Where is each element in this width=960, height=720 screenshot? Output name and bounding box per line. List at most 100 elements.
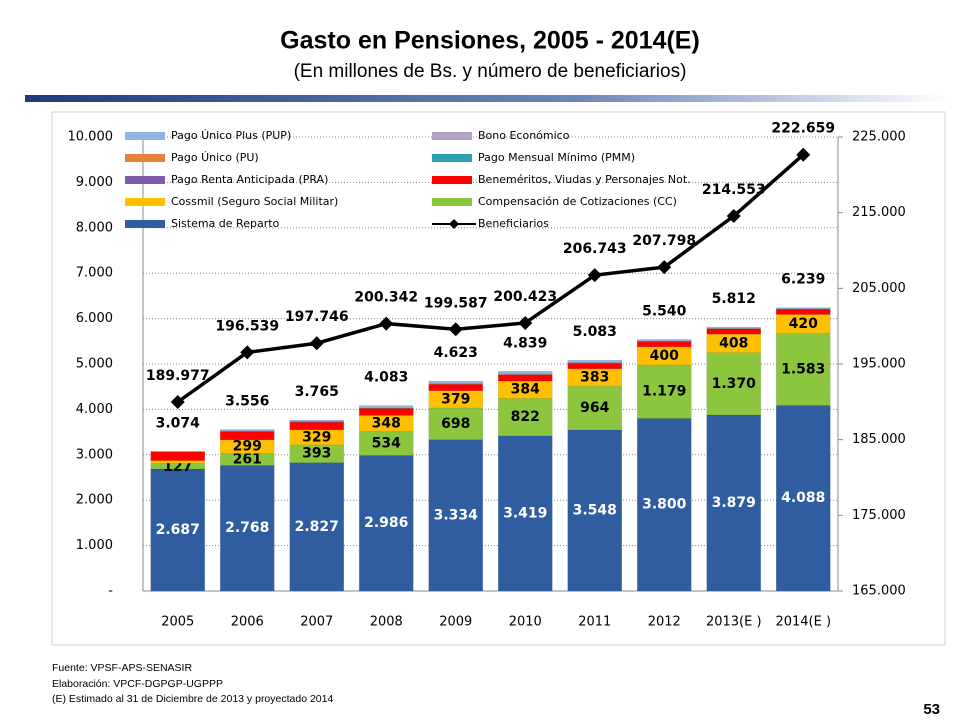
line-value-label: 207.798 bbox=[632, 233, 696, 249]
value-label: 299 bbox=[233, 439, 262, 455]
value-label: 4.088 bbox=[781, 490, 825, 506]
footer-prepared: Elaboración: VPCF-DGPGP-UGPPP bbox=[52, 678, 223, 690]
bar-segment bbox=[359, 430, 414, 456]
bar-segment bbox=[776, 333, 831, 406]
bar-segment bbox=[220, 429, 275, 432]
chart-title: Gasto en Pensiones, 2005 - 2014(E) bbox=[280, 27, 700, 55]
y2-tick-label: 225.000 bbox=[852, 130, 906, 145]
legend-label: Sistema de Reparto bbox=[171, 217, 280, 230]
y-tick-label: 1.000 bbox=[76, 538, 113, 553]
bar-segment bbox=[567, 359, 622, 363]
bar-segment bbox=[428, 439, 483, 592]
value-label: 2.986 bbox=[364, 515, 408, 531]
bar-segment bbox=[706, 414, 761, 592]
x-tick-label: 2010 bbox=[509, 615, 542, 630]
total-label: 3.074 bbox=[156, 415, 201, 431]
legend-swatch bbox=[125, 220, 165, 228]
bar-segment bbox=[637, 418, 692, 592]
y2-tick-label: 175.000 bbox=[852, 508, 906, 523]
total-label: 5.083 bbox=[573, 324, 617, 340]
value-label: 261 bbox=[233, 451, 262, 467]
bar-segment bbox=[498, 371, 553, 375]
total-label: 3.765 bbox=[295, 384, 339, 400]
value-label: 420 bbox=[789, 316, 818, 332]
bar-segment bbox=[428, 384, 483, 391]
bar-segment bbox=[498, 435, 553, 592]
bar-segment bbox=[150, 451, 205, 461]
y2-tick-label: 215.000 bbox=[852, 205, 906, 220]
bar-segment bbox=[637, 341, 692, 348]
footer-source: Fuente: VPSF-APS-SENASIR bbox=[52, 662, 192, 674]
bar-segment bbox=[706, 326, 761, 329]
line-marker bbox=[726, 209, 741, 224]
x-tick-label: 2006 bbox=[231, 615, 264, 630]
bar-segment bbox=[706, 352, 761, 416]
value-label: 3.419 bbox=[503, 505, 547, 521]
bar-segment bbox=[776, 308, 831, 315]
value-label: 393 bbox=[302, 446, 331, 462]
line-value-label: 222.659 bbox=[771, 121, 835, 137]
line-marker bbox=[170, 395, 185, 410]
line-value-label: 206.743 bbox=[563, 241, 627, 257]
legend-label: Beneméritos, Viudas y Personajes Not. bbox=[478, 173, 691, 186]
y2-tick-label: 205.000 bbox=[852, 281, 906, 296]
legend-label: Pago Único (PU) bbox=[171, 151, 259, 164]
total-label: 5.812 bbox=[712, 291, 756, 307]
bar-segment bbox=[567, 363, 622, 370]
bar-segment bbox=[220, 439, 275, 454]
legend-swatch bbox=[125, 132, 165, 140]
y2-tick-label: 185.000 bbox=[852, 432, 906, 447]
legend-label: Compensación de Cotizaciones (CC) bbox=[478, 195, 677, 208]
line-value-label: 189.977 bbox=[146, 368, 210, 384]
y-tick-label: - bbox=[108, 584, 113, 599]
y2-tick-label: 195.000 bbox=[852, 357, 906, 372]
y-tick-label: 4.000 bbox=[76, 402, 113, 417]
value-label: 1.583 bbox=[781, 361, 825, 377]
bar-segment bbox=[150, 468, 205, 592]
line bbox=[176, 153, 805, 404]
legend-swatch bbox=[432, 198, 472, 206]
legend-label: Pago Mensual Mínimo (PMM) bbox=[478, 151, 635, 164]
x-tick-label: 2008 bbox=[370, 615, 403, 630]
bar-segment bbox=[637, 339, 692, 342]
value-label: 379 bbox=[441, 391, 470, 407]
value-label: 1.179 bbox=[642, 384, 686, 400]
chart-subtitle: (En millones de Bs. y número de benefici… bbox=[294, 61, 687, 82]
x-tick-label: 2005 bbox=[161, 615, 194, 630]
y-tick-label: 9.000 bbox=[76, 175, 113, 190]
title-rule bbox=[25, 95, 950, 102]
line-marker bbox=[518, 315, 533, 330]
value-label: 3.548 bbox=[573, 502, 617, 518]
bar-segment bbox=[776, 405, 831, 592]
legend-label: Beneficiarios bbox=[478, 217, 549, 230]
line-marker bbox=[240, 345, 255, 360]
total-label: 3.556 bbox=[225, 394, 269, 410]
y-tick-label: 5.000 bbox=[76, 357, 113, 372]
legend-swatch bbox=[432, 132, 472, 140]
value-label: 822 bbox=[511, 409, 540, 425]
legend-swatch bbox=[432, 154, 472, 162]
bar-segment bbox=[706, 328, 761, 335]
x-tick-label: 2011 bbox=[578, 615, 611, 630]
line-value-label: 199.587 bbox=[424, 295, 488, 311]
bar-segment bbox=[359, 455, 414, 592]
bar-segment bbox=[567, 385, 622, 431]
bar-segment bbox=[776, 307, 831, 309]
value-label: 384 bbox=[511, 382, 540, 398]
legend-label: Pago Único Plus (PUP) bbox=[171, 129, 291, 142]
legend-swatch bbox=[125, 176, 165, 184]
value-label: 2.827 bbox=[295, 519, 339, 535]
y-tick-label: 10.000 bbox=[68, 130, 114, 145]
bar-segment bbox=[498, 398, 553, 437]
line-marker bbox=[796, 147, 811, 162]
legend-swatch bbox=[125, 198, 165, 206]
legend-marker bbox=[449, 219, 459, 229]
line-marker bbox=[448, 322, 463, 337]
y-tick-label: 2.000 bbox=[76, 493, 113, 508]
line-value-label: 214.553 bbox=[702, 182, 766, 198]
page-number: 53 bbox=[923, 701, 940, 718]
bar-segment bbox=[289, 419, 344, 422]
bar-segment bbox=[220, 465, 275, 592]
